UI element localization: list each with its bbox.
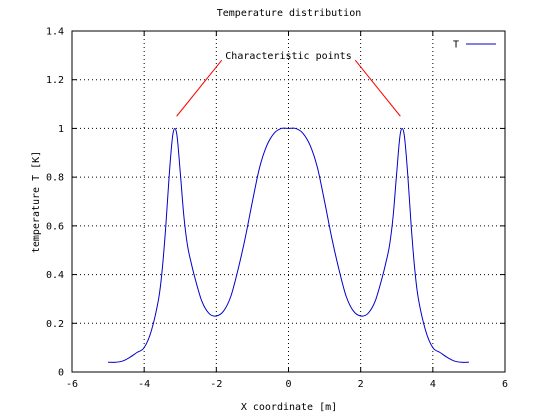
x-tick-label: 0 [285, 379, 291, 390]
y-tick-label: 0.4 [46, 270, 64, 281]
legend: T [453, 40, 496, 51]
y-tick-label: 0 [58, 368, 64, 379]
annotation-group: Characteristic points [176, 51, 401, 117]
y-tick-label: 0.8 [46, 173, 64, 184]
annotation-label: Characteristic points [225, 51, 351, 62]
chart-title: Temperature distribution [217, 8, 362, 19]
x-tick-label: 4 [430, 379, 436, 390]
series-group [108, 127, 469, 363]
y-tick-label: 1 [58, 124, 64, 135]
plot-frame [71, 30, 506, 373]
x-tick-label: 2 [358, 379, 364, 390]
x-axis-label: X coordinate [m] [241, 402, 337, 413]
grid [72, 31, 505, 372]
y-tick-label: 1.4 [46, 27, 64, 38]
x-tick-label: -6 [66, 379, 78, 390]
x-tick-label: 6 [502, 379, 508, 390]
y-axis-label: temperature T [K] [31, 151, 42, 253]
x-tick-label: -2 [210, 379, 222, 390]
legend-label: T [453, 40, 459, 51]
y-tick-label: 0.2 [46, 319, 64, 330]
tick-labels: -6 -4 -2 0 2 4 6 0 0.2 0.4 0.6 0.8 1 1.2 1.4 [46, 27, 508, 391]
y-tick-label: 0.6 [46, 221, 64, 232]
series-line-t [108, 127, 469, 363]
annotation-arrow [176, 59, 223, 117]
ticks [71, 30, 506, 373]
x-tick-label: -4 [138, 379, 150, 390]
y-tick-label: 1.2 [46, 75, 64, 86]
annotation-arrow [354, 59, 401, 117]
